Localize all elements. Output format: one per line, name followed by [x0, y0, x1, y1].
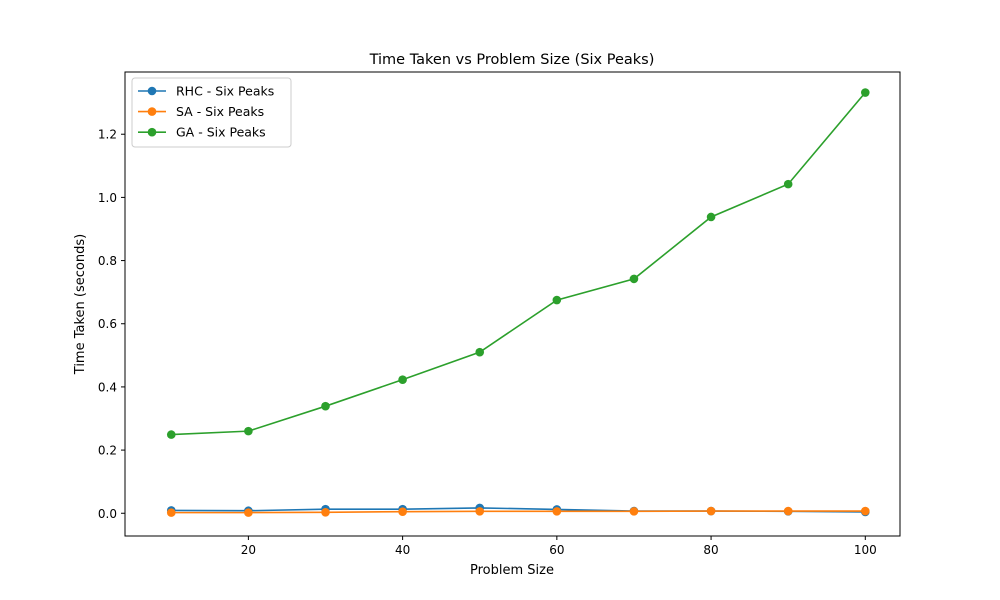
data-point: [860, 88, 870, 97]
data-point: [475, 507, 485, 516]
data-point: [244, 508, 253, 517]
legend-marker: [147, 107, 157, 116]
y-axis-label: Time Taken (seconds): [73, 234, 88, 375]
data-point: [398, 507, 407, 516]
legend-label: GA - Six Peaks: [176, 125, 266, 140]
x-tick-label: 80: [703, 543, 718, 557]
data-point: [629, 274, 639, 284]
data-point: [166, 430, 176, 439]
y-axis: 0.0 0.2 0.4 0.6 0.8 1.0 1.2: [98, 128, 125, 521]
data-point: [706, 506, 716, 516]
y-tick-label: 0.8: [98, 254, 117, 268]
plot-frame: [124, 71, 901, 537]
x-tick-label: 60: [549, 543, 564, 557]
data-point: [244, 426, 253, 436]
y-tick-label: 0.0: [98, 507, 117, 521]
data-point: [706, 212, 716, 222]
series-2: [166, 506, 870, 517]
x-axis-label: Problem Size: [470, 563, 554, 578]
legend-marker: [147, 127, 157, 137]
y-tick-label: 1.0: [98, 191, 117, 205]
x-axis: 20 40 60 80 100: [241, 536, 877, 557]
data-point: [321, 401, 330, 411]
y-tick-label: 0.2: [98, 444, 117, 458]
data-point: [552, 507, 562, 516]
data-point: [783, 506, 793, 516]
legend-item: RHC - Six Peaks: [138, 84, 274, 99]
y-tick-label: 0.4: [98, 380, 117, 394]
legend-label: RHC - Six Peaks: [176, 84, 274, 99]
y-tick-label: 0.6: [98, 317, 117, 331]
legend-item: SA - Six Peaks: [138, 104, 264, 119]
x-tick-label: 100: [854, 543, 877, 557]
data-point: [321, 508, 330, 517]
legend-label: SA - Six Peaks: [176, 104, 264, 119]
data-point: [783, 179, 793, 189]
legend: RHC - Six Peaks SA - Six Peaks GA - Six Pe…: [131, 77, 292, 148]
series-line: [171, 92, 866, 436]
data-point: [552, 295, 562, 305]
chart-title: Time Taken vs Problem Size (Six Peaks): [369, 52, 655, 68]
series-line: [171, 510, 866, 514]
y-tick-label: 1.2: [98, 128, 117, 142]
x-tick-label: 40: [395, 543, 410, 557]
data-point: [629, 507, 639, 516]
data-point: [475, 347, 485, 357]
legend-box: [131, 77, 292, 148]
data-point: [398, 375, 407, 384]
series-3: [166, 88, 870, 439]
series-layer: [166, 88, 870, 517]
x-tick-label: 20: [241, 543, 256, 557]
legend-marker: [147, 86, 157, 96]
data-point: [166, 508, 176, 517]
legend-item: GA - Six Peaks: [138, 125, 266, 140]
data-point: [860, 506, 870, 516]
